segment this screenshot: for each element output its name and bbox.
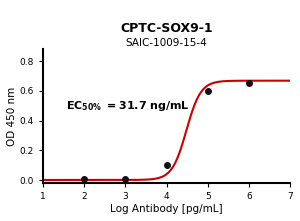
- Title: CPTC-SOX9-1: CPTC-SOX9-1: [120, 22, 213, 35]
- Y-axis label: OD 450 nm: OD 450 nm: [7, 87, 17, 146]
- X-axis label: Log Antibody [pg/mL]: Log Antibody [pg/mL]: [110, 204, 223, 214]
- Text: $\mathbf{EC_{50\%}}$ $\mathbf{= 31.7\ ng/mL}$: $\mathbf{EC_{50\%}}$ $\mathbf{= 31.7\ ng…: [66, 99, 190, 113]
- Text: SAIC-1009-15-4: SAIC-1009-15-4: [126, 38, 208, 48]
